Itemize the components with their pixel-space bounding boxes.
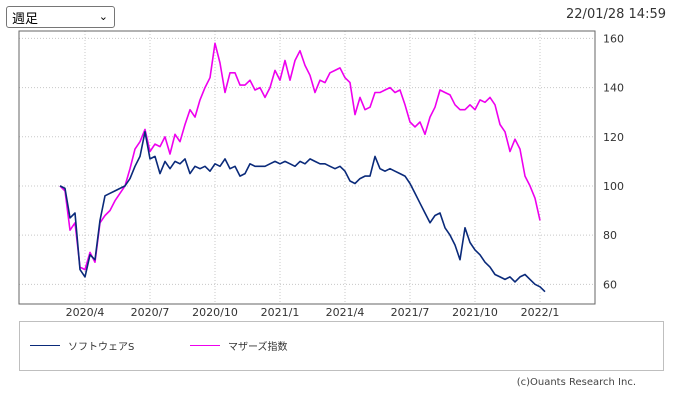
x-tick-label: 2021/1 [261,306,300,319]
plot-area-border [18,30,596,305]
x-tick-label: 2020/4 [66,306,105,319]
grid-lines [19,31,595,304]
y-axis-ticks: 60 80 100 120 140 160 [603,32,624,291]
x-tick-label: 2021/4 [326,306,365,319]
x-axis-ticks: 2020/4 2020/7 2020/10 2021/1 2021/4 2021/7 202… [66,306,560,319]
legend-swatch-mothers [190,345,220,346]
legend-label-software: ソフトウェアS [68,342,135,353]
copyright-notice: (c)Ouants Research Inc. [516,377,636,388]
period-select-value: 週足 [12,11,39,27]
legend-label-mothers: マザーズ指数 [228,342,288,353]
series-lines [59,42,546,293]
legend-swatch-software [30,345,60,346]
legend-item-mothers: マザーズ指数 [190,338,288,353]
series-line-mothers [59,42,541,271]
timestamp: 22/01/28 14:59 [566,7,666,22]
period-select[interactable]: 週足 ⌄ [6,6,115,28]
y-tick-label: 100 [603,180,624,193]
y-tick-label: 80 [603,229,617,242]
x-tick-label: 2021/10 [452,306,498,319]
legend: ソフトウェアS マザーズ指数 [19,321,664,371]
series-line-software [59,131,546,293]
x-tick-label: 2020/7 [131,306,170,319]
y-tick-label: 160 [603,32,624,45]
legend-item-software: ソフトウェアS [30,338,134,353]
x-tick-label: 2022/1 [521,306,560,319]
chevron-down-icon: ⌄ [98,10,108,23]
y-tick-label: 140 [603,82,624,95]
y-tick-label: 120 [603,131,624,144]
x-tick-label: 2021/7 [391,306,430,319]
x-tick-label: 2020/10 [192,306,238,319]
y-tick-label: 60 [603,278,617,291]
